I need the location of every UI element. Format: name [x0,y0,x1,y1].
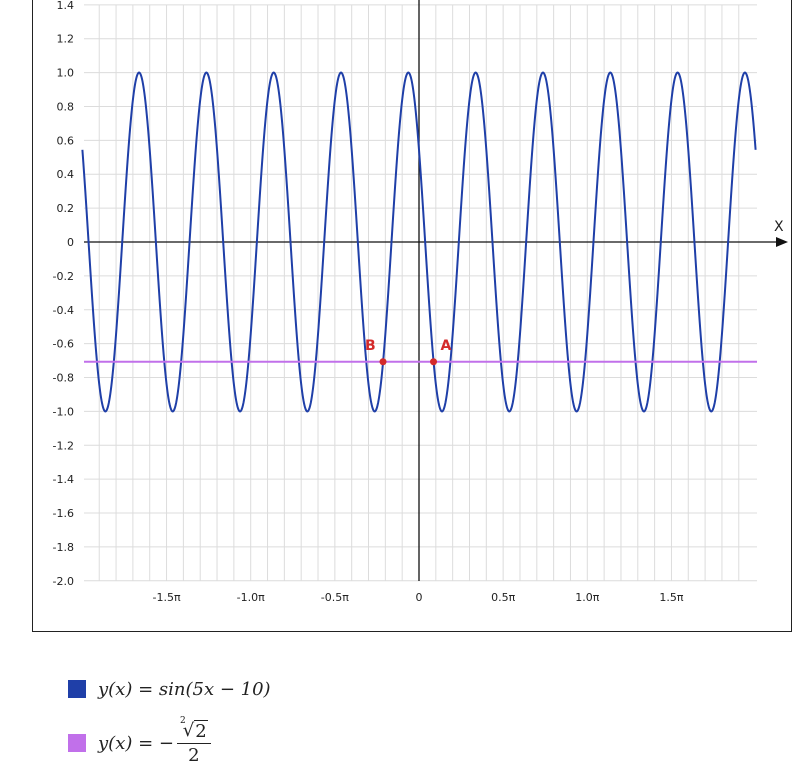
legend: y(x) = sin(5x − 10) y(x) = − 2 √ 2 2 [68,662,271,770]
y-tick-label: -0.8 [53,372,74,385]
x-tick-label: -1.5π [153,591,181,604]
legend-item-sine: y(x) = sin(5x − 10) [68,662,271,716]
y-tick-label: -1.0 [53,405,74,418]
x-axis-arrow [776,237,788,247]
radical-sign: √ [182,720,195,741]
fraction: 2 √ 2 2 [176,716,211,766]
y-tick-label: -2.0 [53,575,74,588]
radicand: 2 [194,720,208,742]
legend-equation-constant: y(x) = − 2 √ 2 2 [98,716,211,766]
y-tick-label: 1.4 [57,0,75,12]
y-tick-label: 0.6 [57,134,75,147]
grid [84,4,757,582]
x-tick-label: -0.5π [321,591,349,604]
y-tick-label: 1.0 [57,67,75,80]
points: AB [365,338,452,366]
y-tick-label: 0.2 [57,202,75,215]
x-tick-label: 0 [416,591,423,604]
point-label-a: A [441,338,452,354]
tick-labels: 1.4 1.2 1.0 0.8 0.6 0.4 0.2 0 -0.2 -0.4 -0.6 -0.8 -1… [53,0,684,604]
y-tick-label: 1.2 [57,33,75,46]
y-tick-label: 0.4 [57,168,75,181]
fraction-numerator: 2 √ 2 [176,716,211,744]
function-graph: X 1.4 1.2 1.0 0.8 0.6 0.4 0.2 0 -0.2 -0.4 -0.6 -0.8… [53,0,788,604]
root-index: 2 [179,716,186,726]
y-tick-label: -1.6 [53,507,74,520]
y-tick-label: -0.4 [53,304,74,317]
legend-equation-sine: y(x) = sin(5x − 10) [98,678,271,700]
point-label-b: B [365,338,376,354]
x-tick-label: 1.0π [575,591,599,604]
series [81,71,757,413]
point-b [379,358,387,366]
x-tick-label: 0.5π [491,591,515,604]
legend-equation-prefix: y(x) = − [98,732,174,754]
y-tick-label: -0.6 [53,338,74,351]
y-tick-label: 0 [67,236,74,249]
legend-swatch-sine [68,680,86,698]
y-tick-label: -1.2 [53,439,74,452]
y-tick-label: -1.8 [53,541,74,554]
y-tick-label: -0.2 [53,270,74,283]
legend-item-constant: y(x) = − 2 √ 2 2 [68,716,271,770]
plot-frame [32,0,792,632]
x-tick-label: -1.0π [237,591,265,604]
point-a [430,358,438,366]
series-line-sine [81,71,757,413]
y-tick-label: -1.4 [53,473,74,486]
legend-swatch-constant [68,734,86,752]
x-tick-label: 1.5π [659,591,683,604]
y-tick-label: 0.8 [57,100,75,113]
axes: X [84,0,788,581]
fraction-denominator: 2 [188,745,200,766]
x-axis-label: X [774,219,784,235]
